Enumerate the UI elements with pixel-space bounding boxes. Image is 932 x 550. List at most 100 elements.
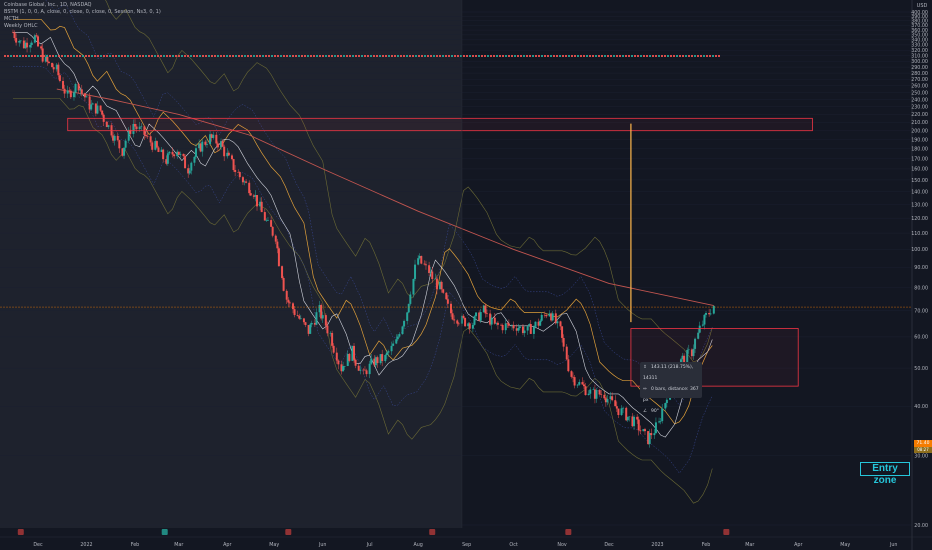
candle-body	[518, 326, 521, 329]
candle-body	[376, 357, 379, 364]
candle-body	[493, 317, 496, 324]
top-marker	[649, 55, 651, 57]
candle-body	[234, 170, 237, 173]
candle-body	[74, 83, 77, 93]
candle-body	[35, 35, 38, 37]
candle-body	[709, 313, 712, 315]
symbol-title[interactable]: Coinbase Global, Inc., 1D, NASDAQ	[4, 2, 92, 8]
top-marker	[535, 55, 537, 57]
ema-fast-line	[13, 18, 713, 425]
top-marker	[61, 55, 63, 57]
candle-body	[116, 135, 119, 141]
top-marker	[415, 55, 417, 57]
candle-body	[703, 314, 706, 325]
top-marker	[340, 55, 342, 57]
x-tick-label: Dec	[33, 542, 43, 548]
x-tick-label: Feb	[131, 542, 140, 548]
candle-body	[245, 181, 248, 183]
ema200-line	[56, 88, 714, 307]
measure-tooltip: ⇕ 143.11 (218.75%), 14311 ⇔ 0 bars, distan…	[640, 362, 702, 414]
candle-body	[428, 265, 431, 274]
top-marker	[400, 55, 402, 57]
top-marker	[364, 55, 366, 57]
candle-body	[604, 398, 607, 403]
candle-body	[442, 289, 445, 293]
top-marker	[430, 55, 432, 57]
top-marker	[670, 55, 672, 57]
top-marker	[253, 55, 255, 57]
candle-body	[40, 46, 43, 49]
candle-body	[55, 64, 58, 70]
top-marker	[124, 55, 126, 57]
candle-body	[44, 56, 47, 62]
candle-body	[576, 384, 579, 386]
top-marker	[154, 55, 156, 57]
indicator-legend-3[interactable]: Weekly OHLC	[4, 23, 38, 29]
candle-body	[223, 146, 226, 157]
candle-body	[595, 390, 598, 399]
top-marker	[604, 55, 606, 57]
candle-body	[132, 123, 135, 134]
top-marker	[67, 55, 69, 57]
candles	[11, 29, 715, 448]
top-marker	[688, 55, 690, 57]
x-tick-label: Jun	[318, 542, 327, 548]
top-marker	[151, 55, 153, 57]
candle-body	[11, 32, 14, 34]
top-marker	[655, 55, 657, 57]
x-tick-label: Jun	[889, 542, 898, 548]
top-marker	[91, 55, 93, 57]
candle-body	[681, 355, 684, 360]
top-marker	[112, 55, 114, 57]
candle-body	[346, 353, 349, 367]
x-tick-label: May	[840, 542, 850, 548]
indicator-legend-1[interactable]: BSTM (1, 0, 0, A, close, 0, close, 0, cl…	[4, 9, 161, 15]
candle-body	[551, 313, 554, 321]
entry-zone-label[interactable]: Entry zone	[860, 462, 910, 486]
x-tick-label: Jul	[366, 542, 373, 548]
candle-body	[631, 416, 634, 427]
candle-body	[162, 149, 165, 160]
candle-body	[221, 141, 224, 147]
candle-body	[113, 135, 116, 141]
candle-body	[482, 305, 485, 313]
top-marker	[136, 55, 138, 57]
candle-body	[687, 349, 690, 351]
top-marker	[73, 55, 75, 57]
candle-body	[532, 326, 535, 334]
candle-body	[57, 64, 60, 76]
candle-body	[556, 321, 559, 324]
candle-body	[636, 416, 639, 420]
candle-body	[592, 389, 595, 391]
top-marker	[514, 55, 516, 57]
candle-body	[654, 422, 657, 434]
candle-body	[293, 309, 296, 316]
top-marker	[685, 55, 687, 57]
candle-body	[540, 314, 543, 321]
top-marker	[376, 55, 378, 57]
candle-body	[69, 90, 72, 98]
top-marker	[691, 55, 693, 57]
top-marker	[394, 55, 396, 57]
top-marker	[625, 55, 627, 57]
candle-body	[121, 148, 124, 156]
measure-line-1: 143.11 (218.75%), 14311	[643, 365, 694, 381]
candle-body	[252, 195, 255, 197]
indicator-legend-2[interactable]: MCTH	[4, 16, 19, 22]
y-tick-label: 90.00	[914, 265, 928, 271]
candle-body	[468, 323, 471, 329]
candle-body	[232, 159, 235, 171]
top-marker	[79, 55, 81, 57]
top-marker	[469, 55, 471, 57]
candle-body	[363, 369, 366, 371]
top-marker	[529, 55, 531, 57]
supply-zone-box	[67, 117, 813, 132]
top-marker	[37, 55, 39, 57]
top-marker	[55, 55, 57, 57]
entry-zone-box	[630, 328, 799, 387]
candle-body	[285, 290, 288, 300]
candle-body	[179, 153, 182, 155]
candle-body	[237, 172, 240, 173]
